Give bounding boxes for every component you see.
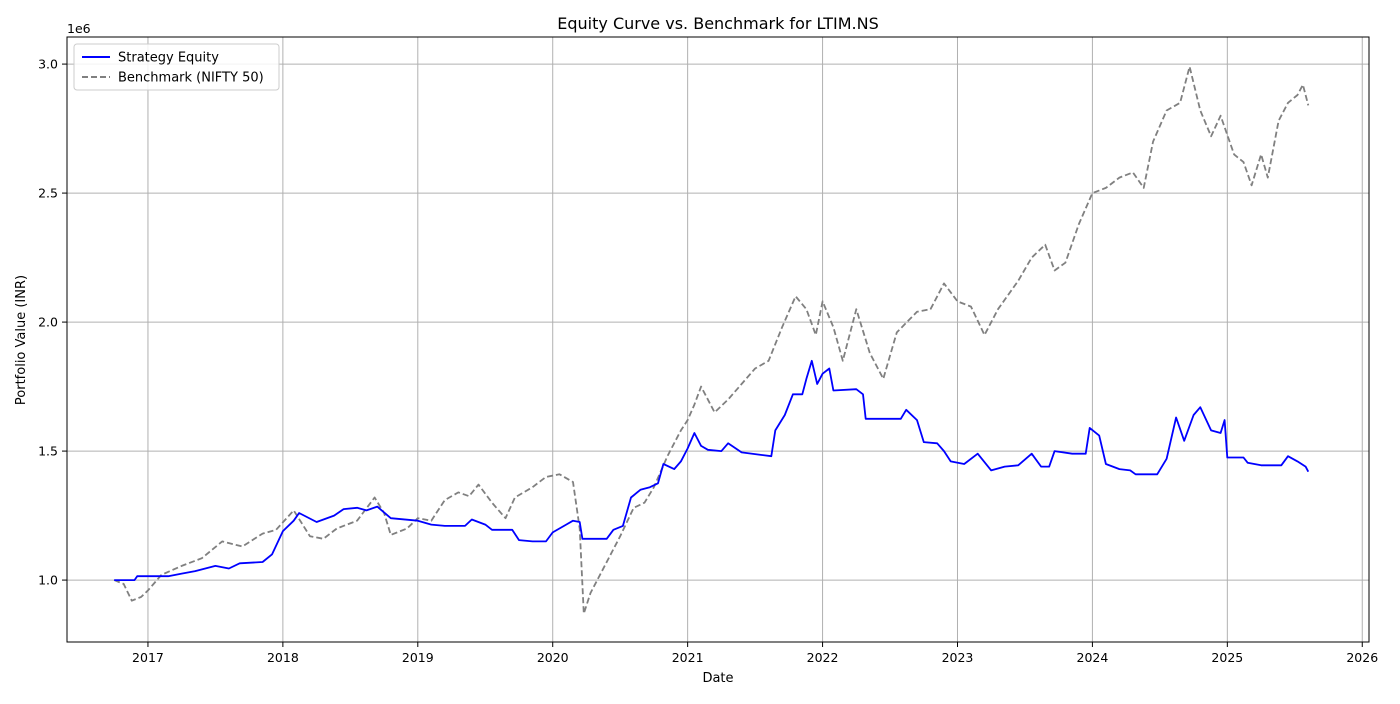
y-tick-label: 1.0	[38, 573, 58, 588]
x-tick-label: 2022	[807, 650, 839, 665]
series-line-strategy-equity	[114, 359, 1310, 581]
y-tick-label: 2.0	[38, 315, 58, 330]
x-tick-label: 2026	[1346, 650, 1378, 665]
chart-title: Equity Curve vs. Benchmark for LTIM.NS	[557, 14, 878, 33]
x-tick-label: 2023	[942, 650, 974, 665]
y-axis-label: Portfolio Value (INR)	[14, 275, 29, 405]
grid-layer	[67, 37, 1369, 642]
legend-box	[73, 43, 280, 91]
legend-label-strategy: Strategy Equity	[118, 51, 219, 66]
y-tick-label: 2.5	[38, 186, 58, 201]
x-tick-label: 2018	[267, 650, 299, 665]
x-tick-label: 2017	[132, 650, 164, 665]
x-tick-label: 2021	[672, 650, 704, 665]
plot-frame	[66, 36, 1370, 643]
y-tick-label: 3.0	[38, 57, 58, 72]
x-tick-label: 2019	[402, 650, 434, 665]
x-axis-label: Date	[702, 671, 733, 686]
x-tick-label: 2024	[1077, 650, 1109, 665]
x-tick-label: 2020	[537, 650, 569, 665]
x-tick-label: 2025	[1211, 650, 1243, 665]
legend-label-benchmark: Benchmark (NIFTY 50)	[118, 71, 264, 86]
y-offset-label: 1e6	[67, 21, 91, 36]
series-layer	[113, 65, 1310, 615]
tick-layer: 2017 2018 2019 2020 2021 2022 2023 2024 2025 2026…	[38, 57, 1378, 665]
y-tick-label: 1.5	[38, 444, 58, 459]
series-line-benchmark	[113, 65, 1310, 615]
legend: Strategy Equity Benchmark (NIFTY 50)	[73, 43, 280, 91]
